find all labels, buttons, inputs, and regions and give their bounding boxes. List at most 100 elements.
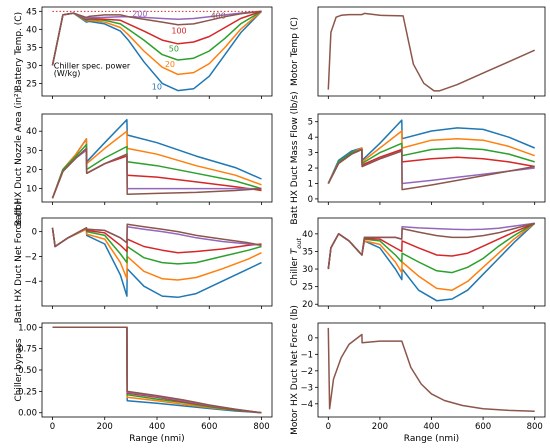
series-line-20-1 <box>327 222 536 291</box>
x-axis-label: Range (nmi) <box>404 434 459 444</box>
y-tick-label: 0 <box>308 195 313 205</box>
series-group <box>52 326 262 414</box>
y-axis-label: Chiller bypass <box>14 338 24 402</box>
y-tick-label: 35 <box>26 43 37 53</box>
y-tick-label: 4 <box>308 133 313 143</box>
x-tick-label: 0 <box>50 422 55 432</box>
series-line-200-4 <box>327 148 535 185</box>
y-tick-label: −1 <box>300 350 313 360</box>
annotation-label: 20 <box>165 60 175 69</box>
series-line-100-3 <box>327 222 535 270</box>
y-tick-label: 20 <box>26 165 37 175</box>
series-group <box>51 10 263 92</box>
x-tick-label: 200 <box>372 422 388 432</box>
y-tick-label: 0 <box>308 334 313 344</box>
x-tick-label: 800 <box>527 422 543 432</box>
series-line-20-1 <box>327 130 535 184</box>
y-axis-label: Batt HX Duct Nozzle Area (in²) <box>14 90 24 226</box>
series-line-400-5 <box>51 10 262 66</box>
y-tick-label: 2 <box>308 164 313 174</box>
series-line-20-1 <box>52 326 262 414</box>
y-tick-label: 0.75 <box>18 345 37 355</box>
annotation-label: 10 <box>152 83 162 92</box>
series-line-50-2 <box>51 227 262 265</box>
x-tick-label: 600 <box>201 422 217 432</box>
y-tick-label: −3 <box>300 383 313 393</box>
series-line-10-0 <box>52 326 262 414</box>
x-tick-label: 0 <box>326 422 331 432</box>
series-line-main-0 <box>327 12 536 92</box>
y-tick-label: 30 <box>26 146 37 156</box>
series-group <box>327 12 536 92</box>
axes-frame <box>317 113 546 203</box>
y-tick-label: 0 <box>32 228 37 238</box>
y-tick-label: 30 <box>26 61 37 71</box>
x-tick-label: 400 <box>149 422 165 432</box>
series-line-400-5 <box>51 147 262 199</box>
x-tick-label: 800 <box>253 422 269 432</box>
series-group <box>327 327 535 412</box>
series-line-100-3 <box>52 326 262 414</box>
annotation-label: 400 <box>211 12 226 21</box>
series-group <box>51 223 262 299</box>
y-tick-label: 1.00 <box>18 323 37 333</box>
series-line-200-4 <box>52 326 262 414</box>
annotation-label: (W/kg) <box>54 69 81 78</box>
y-tick-label: 0.00 <box>18 409 37 419</box>
y-tick-label: 0.50 <box>18 366 37 376</box>
panel-chiller-bypass: 0 200 400 600 800 0.00 0.25 0.50 0.75 1.00 Chiller… <box>14 322 273 444</box>
series-line-400-5 <box>51 223 262 248</box>
series-group <box>327 222 536 302</box>
series-line-400-5 <box>52 326 262 414</box>
y-tick-label: 10 <box>26 185 37 195</box>
y-tick-label: 30 <box>302 265 313 275</box>
y-tick-label: 45 <box>26 7 37 17</box>
y-tick-label: 25 <box>302 283 313 293</box>
axes-frame <box>317 6 546 97</box>
y-axis-label: Motor HX Duct Net Force (lb) <box>290 305 300 435</box>
panel-motor-temp: Motor Temp (C) <box>290 6 546 99</box>
y-tick-label: 40 <box>302 230 313 240</box>
series-line-20-1 <box>51 130 262 199</box>
series-line-50-2 <box>52 326 262 414</box>
y-tick-label: 35 <box>302 247 313 257</box>
y-tick-label: 40 <box>26 127 37 137</box>
series-line-200-4 <box>327 222 535 270</box>
annotation-label: Chiller spec. power <box>54 61 131 70</box>
series-line-50-2 <box>327 142 535 184</box>
y-tick-label: −4 <box>24 277 37 287</box>
y-tick-label: 0.25 <box>18 387 37 397</box>
series-line-10-0 <box>327 119 535 184</box>
series-line-400-5 <box>327 222 535 270</box>
y-axis-label: Motor Temp (C) <box>290 17 300 86</box>
y-axis-label: Batt HX Duct Net Force (lb) <box>14 201 24 323</box>
panel-mass-flow: 0 1 2 3 4 5 Batt HX Duct Mass Flow (lb/s) <box>290 91 546 225</box>
y-tick-label: −2 <box>24 252 37 262</box>
series-line-100-3 <box>327 148 535 184</box>
y-tick-label: 3 <box>308 149 313 159</box>
y-tick-label: 40 <box>26 25 37 35</box>
y-tick-label: 25 <box>26 79 37 89</box>
annotation-label: 200 <box>132 9 147 18</box>
series-line-main-0 <box>327 327 535 412</box>
y-axis-label: Batt HX Duct Mass Flow (lb/s) <box>290 91 300 224</box>
series-line-50-2 <box>51 143 262 199</box>
axes-frame <box>317 217 546 307</box>
y-tick-label: 1 <box>308 179 313 189</box>
series-group <box>327 119 535 191</box>
series-line-10-0 <box>51 227 262 299</box>
annotation-label: 100 <box>171 27 186 36</box>
y-tick-label: 20 <box>302 300 313 310</box>
series-line-400-5 <box>327 148 535 191</box>
y-axis-label: Chiller Tout <box>290 238 303 286</box>
x-tick-label: 400 <box>423 422 439 432</box>
axes-frame <box>317 322 546 418</box>
series-group <box>51 118 262 199</box>
x-tick-label: 200 <box>97 422 113 432</box>
